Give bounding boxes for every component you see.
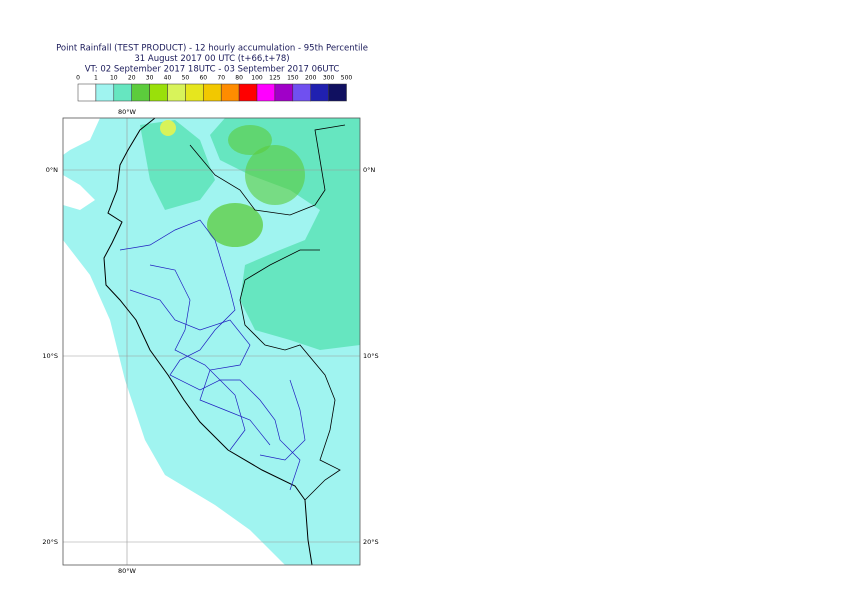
border (189, 124, 346, 216)
region-boundary (259, 379, 306, 461)
border (239, 299, 341, 501)
legend-swatch (310, 83, 329, 102)
lon-label: 80°W (118, 108, 137, 116)
rain-field-high (245, 145, 305, 205)
lon-label: 80°W (118, 567, 137, 575)
legend-swatch (167, 83, 186, 102)
legend-swatch (95, 83, 115, 102)
dry-area (63, 240, 285, 565)
legend-tick: 70 (217, 75, 225, 82)
title-line: 31 August 2017 00 UTC (t+66,t+78) (134, 54, 289, 64)
rain-field-peak (160, 120, 176, 136)
legend-swatch (220, 83, 240, 102)
legend-tick: 50 (182, 75, 190, 82)
lat-label: 20°S (363, 538, 379, 546)
legend-tick: 200 (305, 75, 317, 82)
dry-area (63, 175, 95, 210)
legend-tick: 80 (235, 75, 243, 82)
legend-tick: 60 (199, 75, 207, 82)
map (62, 117, 361, 566)
legend-tick: 40 (164, 75, 172, 82)
legend-tick: 1 (94, 75, 98, 82)
lat-label: 10°S (42, 352, 58, 360)
legend-swatch (256, 83, 276, 102)
rain-field-high (228, 125, 272, 155)
rain-field-high (207, 203, 263, 247)
legend-tick: 20 (128, 75, 136, 82)
region-boundary (129, 289, 271, 446)
map-frame (62, 117, 361, 566)
legend-swatch (185, 83, 204, 102)
legend-tick: 10 (110, 75, 118, 82)
legend-tick: 150 (287, 75, 299, 82)
legend-tick: 300 (323, 75, 335, 82)
region-boundary (149, 264, 246, 451)
legend-tick: 100 (251, 75, 263, 82)
rain-field-mid (140, 120, 215, 210)
title-line: Point Rainfall (TEST PRODUCT) - 12 hourl… (56, 44, 368, 54)
title-line: VT: 02 September 2017 18UTC - 03 Septemb… (85, 65, 340, 75)
region-boundary (119, 219, 301, 491)
lat-label: 0°N (363, 166, 375, 174)
legend-swatch (113, 83, 132, 102)
legend-tick: 125 (269, 75, 281, 82)
lat-label: 10°S (363, 352, 379, 360)
lat-label: 0°N (46, 166, 58, 174)
legend-tick: 500 (341, 75, 353, 82)
dry-area (63, 118, 100, 155)
legend-swatch (203, 83, 222, 102)
legend-swatch (131, 83, 150, 102)
border (239, 249, 320, 301)
legend-swatch (238, 83, 258, 102)
coastline (103, 118, 313, 565)
legend-tick: 0 (76, 75, 80, 82)
legend-swatch (292, 83, 311, 102)
legend-swatch (77, 83, 97, 102)
legend-swatch (328, 83, 347, 102)
lat-label: 20°S (42, 538, 58, 546)
legend-swatch (274, 83, 294, 102)
legend-swatch (149, 83, 168, 102)
legend-tick: 30 (146, 75, 154, 82)
